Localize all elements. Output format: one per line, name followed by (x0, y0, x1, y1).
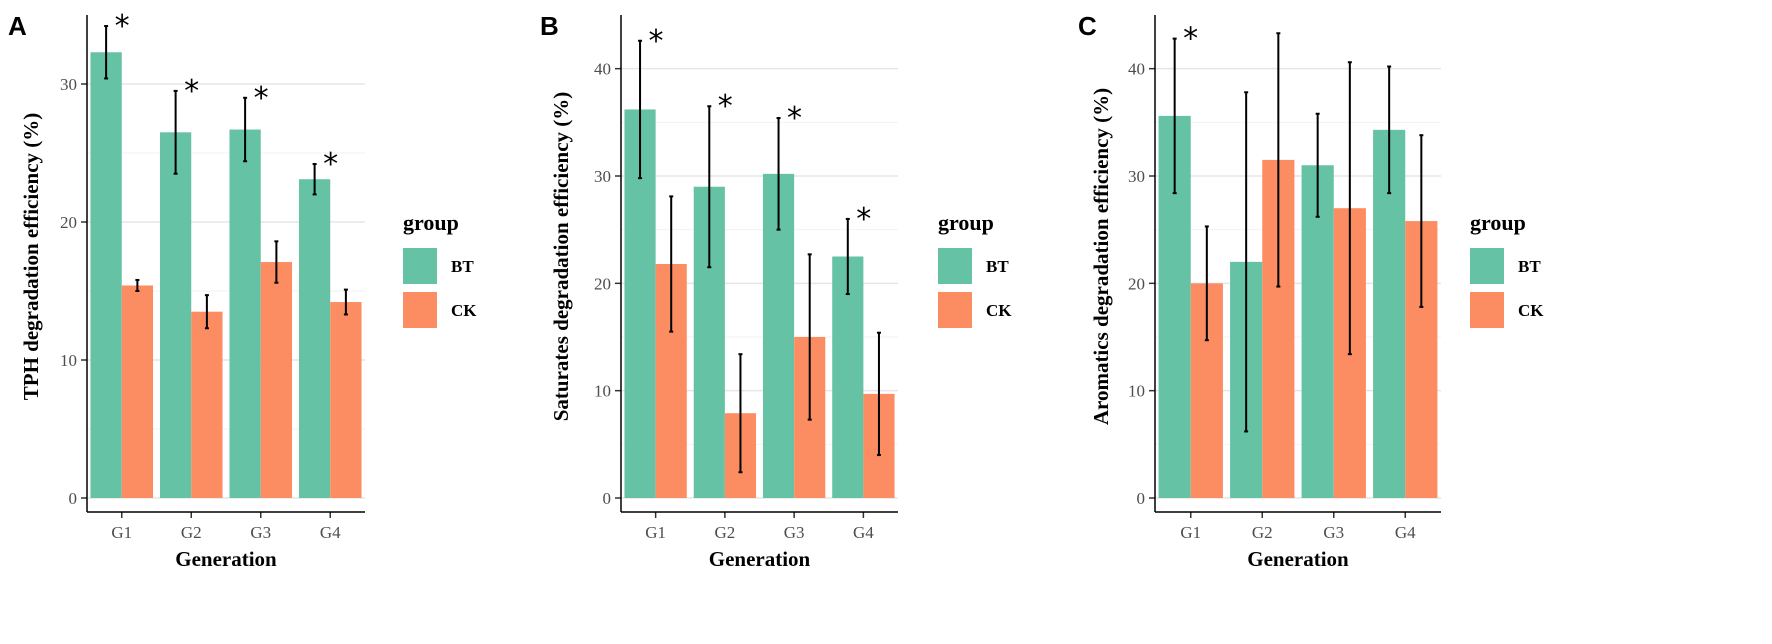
legend-key-ck (1470, 292, 1504, 328)
legend-title: group (403, 210, 459, 235)
x-tick-label-g1: G1 (645, 523, 666, 542)
bar-ck-g3 (260, 262, 293, 498)
bar-bt-g3 (229, 129, 261, 499)
significance-star: * (115, 9, 130, 44)
bar-ck-g4 (330, 302, 362, 498)
y-axis-title: TPH degradation efficiency (%) (19, 113, 43, 401)
y-tick-label: 30 (1128, 167, 1145, 186)
bar-ck-g1 (121, 285, 154, 498)
legend-key-bt (938, 248, 972, 284)
legend-title: group (938, 210, 994, 235)
y-tick-label: 20 (1128, 274, 1145, 293)
significance-star: * (718, 89, 733, 124)
x-axis-title: Generation (709, 547, 811, 571)
bar-bt-g3 (1301, 165, 1334, 498)
x-tick-label-g2: G2 (1252, 523, 1273, 542)
legend-label-ck: CK (1518, 301, 1544, 320)
x-tick-label-g4: G4 (1395, 523, 1416, 542)
bar-ck-g2 (191, 311, 223, 498)
x-tick-label-g2: G2 (181, 523, 202, 542)
significance-star: * (1183, 22, 1198, 57)
y-tick-label: 0 (603, 489, 612, 508)
y-axis-title: Aromatics degradation efficiency (%) (1089, 88, 1113, 425)
y-tick-label: 10 (594, 382, 611, 401)
bar-bt-g1 (90, 52, 122, 498)
legend-title: group (1470, 210, 1526, 235)
legend-key-ck (938, 292, 972, 328)
x-axis-title: Generation (1247, 547, 1349, 571)
panel-c: C 0 10 20 30 40 * G1 G2 G3 G4 Generation Aromatics d… (1078, 11, 1544, 571)
y-tick-label: 40 (594, 60, 611, 79)
legend-label-ck: CK (451, 301, 477, 320)
x-tick-label-g2: G2 (714, 523, 735, 542)
y-tick-label: 0 (69, 489, 78, 508)
y-tick-label: 40 (1128, 60, 1145, 79)
legend-key-bt (1470, 248, 1504, 284)
bar-bt-g2 (159, 132, 192, 499)
legend-key-ck (403, 292, 437, 328)
legend-label-bt: BT (986, 257, 1009, 276)
panel-letter-a: A (8, 11, 27, 41)
significance-star: * (787, 101, 802, 136)
x-tick-label-g1: G1 (111, 523, 132, 542)
y-tick-label: 20 (60, 213, 77, 232)
bar-bt-g4 (832, 256, 864, 498)
legend-label-ck: CK (986, 301, 1012, 320)
significance-star: * (254, 81, 269, 116)
panel-letter-c: C (1078, 11, 1097, 41)
y-tick-label: 30 (60, 75, 77, 94)
x-tick-label-g1: G1 (1180, 523, 1201, 542)
legend-label-bt: BT (1518, 257, 1541, 276)
y-tick-label: 20 (594, 274, 611, 293)
panel-letter-b: B (540, 11, 559, 41)
significance-star: * (649, 24, 664, 59)
x-tick-label-g3: G3 (784, 523, 805, 542)
panel-a: A 0 10 20 30 * G1 * G2 * G3 * G4 Generation TPH degrad… (8, 9, 477, 571)
y-tick-label: 0 (1137, 489, 1146, 508)
x-tick-label-g4: G4 (853, 523, 874, 542)
x-axis-title: Generation (175, 547, 277, 571)
y-tick-label: 30 (594, 167, 611, 186)
x-tick-label-g3: G3 (250, 523, 271, 542)
panel-b: B 0 10 20 30 40 * G1 * G2 * G3 * G4 Generation Saturate… (540, 11, 1012, 571)
significance-star: * (323, 147, 338, 182)
bar-bt-g4 (298, 179, 331, 498)
significance-star: * (184, 74, 199, 109)
y-tick-label: 10 (1128, 382, 1145, 401)
x-tick-label-g4: G4 (320, 523, 341, 542)
x-tick-label-g3: G3 (1323, 523, 1344, 542)
legend-label-bt: BT (451, 257, 474, 276)
y-tick-label: 10 (60, 351, 77, 370)
y-axis-title: Saturates degradation efficiency (%) (549, 92, 573, 422)
legend-key-bt (403, 248, 437, 284)
significance-star: * (856, 202, 871, 237)
